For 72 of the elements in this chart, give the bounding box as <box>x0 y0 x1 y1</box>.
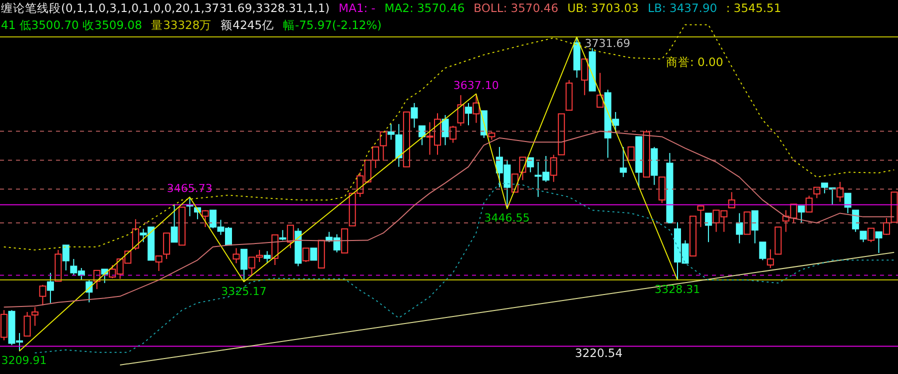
annotation: 3220.54 <box>575 346 623 360</box>
annotation: BOLL: 3570.46 <box>474 1 558 16</box>
candlestick <box>852 210 860 232</box>
candlestick <box>163 232 170 260</box>
annotation: 商誉: 0.00 <box>666 55 724 70</box>
candlestick <box>418 125 426 146</box>
candlestick <box>628 146 635 161</box>
candlestick <box>798 205 805 224</box>
candlestick <box>271 234 278 266</box>
candlestick <box>860 230 867 243</box>
candlestick <box>155 255 162 272</box>
candlestick <box>620 146 627 178</box>
annotation: : 3545.51 <box>726 1 782 16</box>
candlestick <box>240 248 248 282</box>
candlestick <box>410 102 418 128</box>
annotation: MA2: 3570.46 <box>384 1 465 16</box>
candlestick <box>658 176 666 204</box>
candlestick <box>550 154 558 182</box>
candlestick <box>232 248 240 264</box>
candlestick <box>464 102 472 126</box>
candlestick <box>39 284 46 306</box>
annotation: 额4245亿 <box>220 18 274 33</box>
data-label: 3637.10 <box>453 78 499 92</box>
data-label: 3209.91 <box>1 354 47 368</box>
candlestick <box>759 242 766 261</box>
data-label: 3325.17 <box>221 284 267 298</box>
candlestick <box>450 125 456 144</box>
candlestick <box>264 250 271 264</box>
candlestick <box>279 230 286 241</box>
annotation: 量33328万 <box>151 18 212 33</box>
data-label: 3731.69 <box>584 36 630 50</box>
candlestick <box>844 192 852 214</box>
candlestick <box>442 114 449 146</box>
candlestick <box>526 157 534 173</box>
candlestick <box>766 248 774 269</box>
candlestick <box>806 195 813 212</box>
candlestick <box>46 272 54 304</box>
candlestick <box>101 268 108 284</box>
candlestick <box>868 228 875 243</box>
candlestick <box>310 248 318 261</box>
candlestick <box>472 93 480 124</box>
annotation: LB: 3437.90 <box>648 1 718 16</box>
candlestick <box>581 58 588 96</box>
candlestick <box>704 212 712 243</box>
annotation: 41 低3500.70 收3509.08 <box>1 18 142 33</box>
candlestick <box>836 181 844 202</box>
annotation: UB: 3703.03 <box>567 1 639 16</box>
candlestick <box>380 131 387 162</box>
candlestick <box>31 306 38 326</box>
candlestick <box>875 231 882 254</box>
candlestick <box>457 94 464 126</box>
candlestick <box>132 218 140 250</box>
candlestick <box>883 218 890 236</box>
candlestick <box>744 211 751 235</box>
annotation: 缠论笔线段(0,1,1,0,3,1,0,1,0,0,20,1,3731.69,3328.31,1,1) <box>1 1 330 16</box>
candlestick <box>751 210 758 244</box>
candlestick <box>202 210 209 228</box>
candlestick <box>697 205 704 228</box>
annotation: 幅-75.97(-2.12%) <box>282 18 382 33</box>
candlestick <box>302 248 310 262</box>
candlestick <box>286 224 294 249</box>
annotation: MA1: - <box>338 1 376 16</box>
data-label: 3465.73 <box>166 182 212 196</box>
data-label: 3328.31 <box>654 282 700 296</box>
candlestick <box>372 146 380 169</box>
candlestick <box>170 204 178 243</box>
candlestick <box>736 212 743 244</box>
candlestick <box>24 311 31 337</box>
candlestick <box>62 244 70 271</box>
candlestick <box>596 72 604 108</box>
data-label: 3446.55 <box>484 212 530 225</box>
candlestick <box>728 192 736 208</box>
